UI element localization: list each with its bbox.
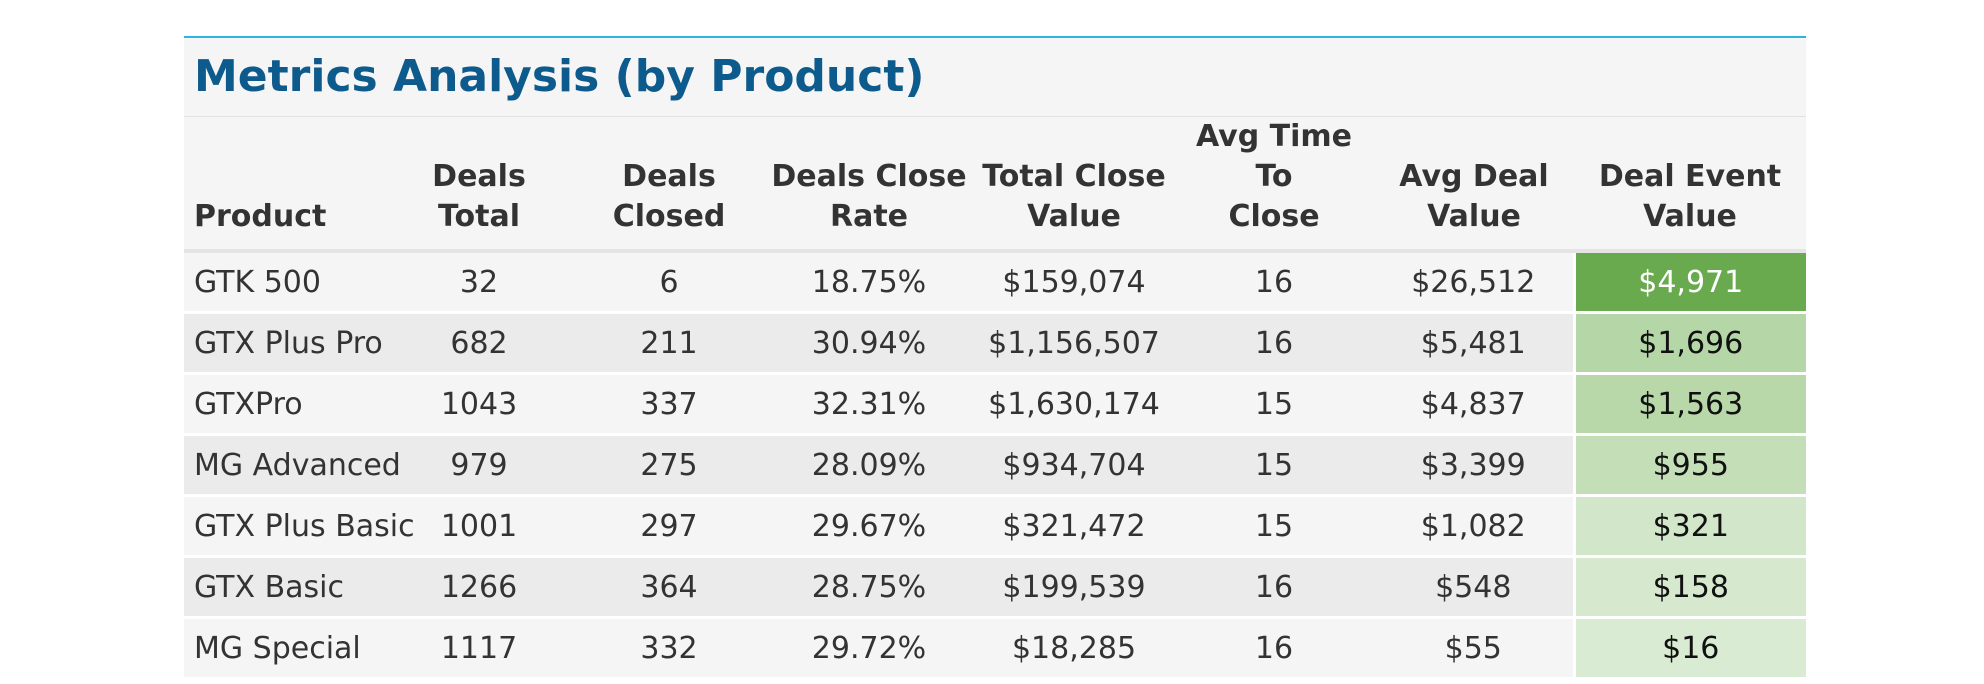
metrics-table-card: Metrics Analysis (by Product) Product De… [184, 36, 1806, 680]
cell-deals-closed: 6 [574, 251, 764, 314]
cell-deal-event-value: $4,971 [1572, 251, 1806, 314]
cell-total-close-value: $18,285 [974, 617, 1174, 680]
table-row: MG Advanced 979 275 28.09% $934,704 15 $… [184, 434, 1806, 497]
column-header-avg-deal-value: Avg Deal Value [1374, 117, 1574, 253]
cell-close-rate: 28.09% [764, 434, 974, 497]
cell-deal-event-value: $321 [1572, 495, 1806, 558]
cell-close-rate: 28.75% [764, 556, 974, 619]
table-row: GTXPro 1043 337 32.31% $1,630,174 15 $4,… [184, 373, 1806, 436]
table-row: GTX Plus Basic 1001 297 29.67% $321,472 … [184, 495, 1806, 558]
cell-product: GTK 500 [184, 251, 384, 314]
cell-avg-deal-value: $55 [1374, 617, 1574, 680]
cell-avg-time-to-close: 16 [1174, 617, 1374, 680]
cell-deals-total: 1001 [384, 495, 574, 558]
cell-deals-closed: 275 [574, 434, 764, 497]
table-row: MG Special 1117 332 29.72% $18,285 16 $5… [184, 617, 1806, 680]
cell-avg-time-to-close: 16 [1174, 251, 1374, 314]
cell-total-close-value: $199,539 [974, 556, 1174, 619]
cell-avg-deal-value: $5,481 [1374, 312, 1574, 375]
cell-close-rate: 30.94% [764, 312, 974, 375]
cell-avg-time-to-close: 16 [1174, 312, 1374, 375]
cell-deals-total: 682 [384, 312, 574, 375]
cell-product: GTXPro [184, 373, 384, 436]
cell-deals-closed: 211 [574, 312, 764, 375]
cell-total-close-value: $934,704 [974, 434, 1174, 497]
cell-product: GTX Basic [184, 556, 384, 619]
column-header-deal-event-value: Deal Event Value [1574, 117, 1806, 253]
cell-close-rate: 29.67% [764, 495, 974, 558]
cell-total-close-value: $1,630,174 [974, 373, 1174, 436]
cell-deal-event-value: $158 [1572, 556, 1806, 619]
cell-product: MG Advanced [184, 434, 401, 497]
cell-product: GTX Plus Basic [184, 495, 415, 558]
table-row: GTX Basic 1266 364 28.75% $199,539 16 $5… [184, 556, 1806, 619]
cell-avg-deal-value: $26,512 [1374, 251, 1574, 314]
cell-total-close-value: $321,472 [974, 495, 1174, 558]
cell-deal-event-value: $1,696 [1572, 312, 1806, 375]
cell-close-rate: 29.72% [764, 617, 974, 680]
cell-deals-total: 1117 [384, 617, 574, 680]
table-row: GTK 500 32 6 18.75% $159,074 16 $26,512 … [184, 251, 1806, 314]
cell-avg-deal-value: $4,837 [1374, 373, 1574, 436]
cell-deal-event-value: $16 [1572, 617, 1806, 680]
table-row: GTX Plus Pro 682 211 30.94% $1,156,507 1… [184, 312, 1806, 375]
cell-deal-event-value: $955 [1572, 434, 1806, 497]
column-header-deals-closed: Deals Closed [574, 117, 764, 253]
cell-deal-event-value: $1,563 [1572, 373, 1806, 436]
cell-avg-deal-value: $548 [1374, 556, 1574, 619]
column-header-product: Product [184, 117, 384, 253]
cell-total-close-value: $159,074 [974, 251, 1174, 314]
cell-close-rate: 32.31% [764, 373, 974, 436]
column-header-total-close-value: Total Close Value [974, 117, 1174, 253]
cell-close-rate: 18.75% [764, 251, 974, 314]
cell-product: GTX Plus Pro [184, 312, 384, 375]
cell-deals-total: 1266 [384, 556, 574, 619]
cell-avg-time-to-close: 15 [1174, 495, 1374, 558]
column-header-deals-total: Deals Total [384, 117, 574, 253]
cell-deals-total: 1043 [384, 373, 574, 436]
cell-deals-closed: 337 [574, 373, 764, 436]
cell-avg-time-to-close: 15 [1174, 434, 1374, 497]
cell-avg-time-to-close: 15 [1174, 373, 1374, 436]
cell-deals-closed: 332 [574, 617, 764, 680]
cell-avg-deal-value: $3,399 [1374, 434, 1574, 497]
metrics-table: Product Deals Total Deals Closed Deals Clo… [184, 117, 1806, 680]
cell-deals-total: 32 [384, 251, 574, 314]
cell-avg-time-to-close: 16 [1174, 556, 1374, 619]
cell-deals-closed: 364 [574, 556, 764, 619]
cell-total-close-value: $1,156,507 [974, 312, 1174, 375]
cell-deals-total: 979 [384, 434, 574, 497]
column-header-close-rate: Deals Close Rate [764, 117, 974, 253]
cell-product: MG Special [184, 617, 384, 680]
cell-deals-closed: 297 [574, 495, 764, 558]
table-title: Metrics Analysis (by Product) [184, 38, 1806, 117]
cell-avg-deal-value: $1,082 [1374, 495, 1574, 558]
column-header-avg-time-to-close: Avg Time To Close [1174, 117, 1374, 253]
header-row: Product Deals Total Deals Closed Deals Clo… [184, 117, 1806, 253]
